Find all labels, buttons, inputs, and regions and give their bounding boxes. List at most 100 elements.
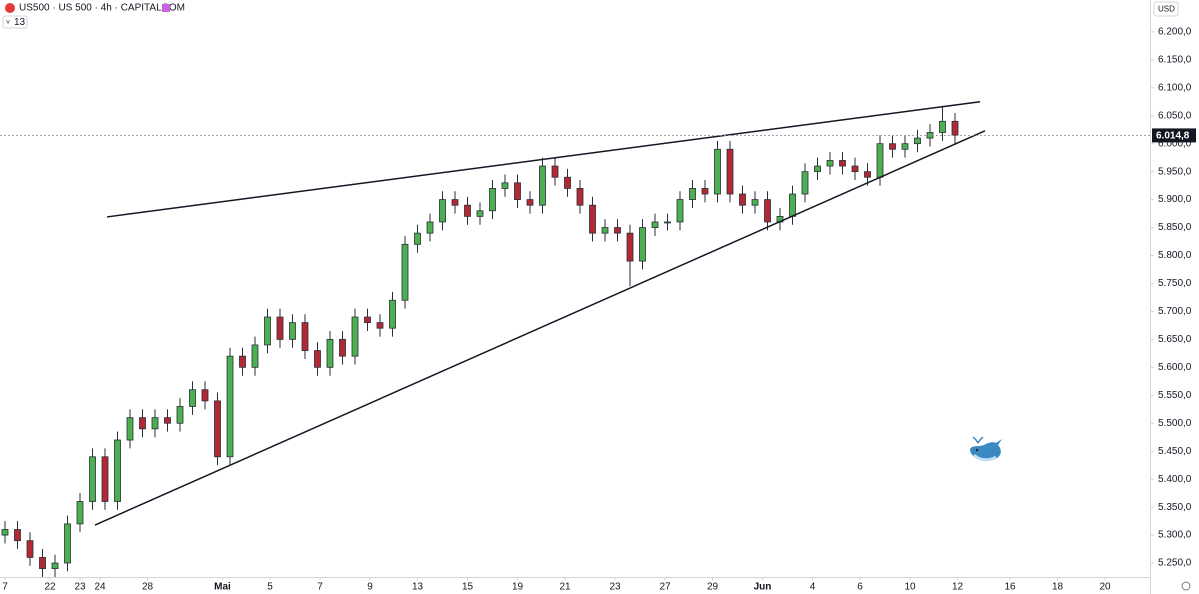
- candle-body: [851, 165, 859, 173]
- x-tick-label: 23: [609, 582, 621, 593]
- candle-body: [751, 199, 759, 206]
- candle-body: [189, 389, 196, 407]
- candle-body: [651, 221, 659, 228]
- candle-body: [914, 137, 921, 145]
- candle-body: [76, 501, 84, 525]
- candle-body: [351, 316, 359, 357]
- candle-body: [326, 338, 334, 368]
- candle-body: [639, 227, 646, 262]
- candle-body: [626, 232, 634, 262]
- indicator-box[interactable]: [2, 15, 28, 29]
- x-tick-label: 12: [952, 582, 964, 593]
- y-tick-label: 5.750,0: [1158, 278, 1192, 289]
- candle-body: [414, 232, 421, 245]
- candle-body: [726, 148, 734, 195]
- x-tick-label: Mai: [214, 582, 231, 593]
- x-tick-label: 5: [267, 582, 273, 593]
- x-tick-label: 7: [317, 582, 323, 593]
- candle-body: [89, 456, 96, 502]
- candle-body: [589, 204, 596, 234]
- candle-body: [389, 299, 396, 329]
- candle-body: [364, 316, 371, 324]
- candle-body: [676, 199, 684, 223]
- price-label-box: [1152, 128, 1196, 143]
- x-tick-label: 19: [512, 582, 524, 593]
- y-tick-label: 5.250,0: [1158, 558, 1192, 569]
- currency-label: USD: [1158, 5, 1175, 14]
- candle-body: [376, 322, 384, 329]
- y-tick-label: 5.900,0: [1158, 194, 1192, 205]
- symbol-title: US500 · US 500 · 4h · CAPITALCOM: [19, 3, 185, 14]
- y-tick-label: 5.500,0: [1158, 418, 1192, 429]
- x-tick-label: 10: [904, 582, 916, 593]
- marks-layer: [0, 101, 1150, 577]
- x-tick-label: 13: [412, 582, 424, 593]
- candle-body: [689, 188, 696, 201]
- y-tick-label: 6.000,0: [1158, 138, 1192, 149]
- candle-body: [176, 406, 184, 424]
- candle-body: [314, 350, 321, 368]
- y-tick-label: 5.700,0: [1158, 306, 1192, 317]
- settings-icon[interactable]: [1181, 581, 1191, 591]
- candle-body: [214, 400, 221, 458]
- x-tick-label: 28: [142, 582, 154, 593]
- x-tick-label: 20: [1099, 582, 1111, 593]
- candle-body: [26, 540, 34, 558]
- y-tick-label: 6.050,0: [1158, 110, 1192, 121]
- candle-body: [301, 322, 309, 351]
- candle-body: [601, 227, 609, 234]
- y-tick-label: 6.200,0: [1158, 27, 1192, 38]
- y-tick-label: 5.350,0: [1158, 502, 1192, 513]
- y-tick-label: 6.150,0: [1158, 54, 1192, 65]
- candle-body: [701, 188, 709, 195]
- candle-body: [339, 338, 346, 357]
- y-tick-label: 5.850,0: [1158, 222, 1192, 233]
- y-tick-label: 5.300,0: [1158, 530, 1192, 541]
- candle-body: [464, 204, 471, 217]
- currency-box[interactable]: [1153, 1, 1179, 17]
- candle-body: [151, 417, 159, 430]
- candle-body: [814, 165, 821, 173]
- candle-body: [139, 417, 146, 430]
- candle-body: [126, 417, 134, 441]
- candle-body: [614, 227, 621, 234]
- y-tick-label: 6.100,0: [1158, 82, 1192, 93]
- candle-body: [826, 160, 834, 167]
- candle-body: [114, 439, 121, 502]
- candle-body: [1, 529, 9, 536]
- whale-icon: [970, 436, 1002, 462]
- candle-body: [576, 188, 584, 206]
- indicator-value: 13: [14, 17, 26, 28]
- candle-body: [476, 210, 484, 217]
- candle-body: [901, 143, 909, 150]
- candle-body: [201, 389, 209, 402]
- x-tick-label: 18: [1052, 582, 1064, 593]
- y-tick-label: 5.800,0: [1158, 250, 1192, 261]
- candle-body: [501, 182, 509, 189]
- candle-body: [489, 188, 496, 212]
- x-tick-label: 9: [367, 582, 373, 593]
- x-tick-label: 7: [2, 582, 8, 593]
- x-tick-label: 16: [1004, 582, 1016, 593]
- candle-body: [764, 199, 771, 223]
- price-label: 6.014,8: [1156, 131, 1190, 142]
- candle-body: [539, 165, 546, 206]
- candle-body: [439, 199, 446, 223]
- candle-body: [64, 523, 71, 564]
- candle-body: [239, 355, 246, 368]
- candle-body: [164, 417, 171, 424]
- candle-body: [289, 322, 296, 340]
- candle-body: [739, 193, 746, 206]
- y-tick-label: 5.550,0: [1158, 390, 1192, 401]
- x-tick-label: Jun: [754, 582, 772, 593]
- y-tick-label: 5.650,0: [1158, 334, 1192, 345]
- x-tick-label: 29: [707, 582, 719, 593]
- candle-body: [564, 176, 571, 189]
- candle-body: [951, 120, 959, 136]
- candle-body: [839, 160, 846, 167]
- candle-body: [664, 221, 671, 224]
- flag-icon: [162, 4, 170, 12]
- candle-body: [51, 562, 59, 570]
- trendline: [106, 101, 981, 218]
